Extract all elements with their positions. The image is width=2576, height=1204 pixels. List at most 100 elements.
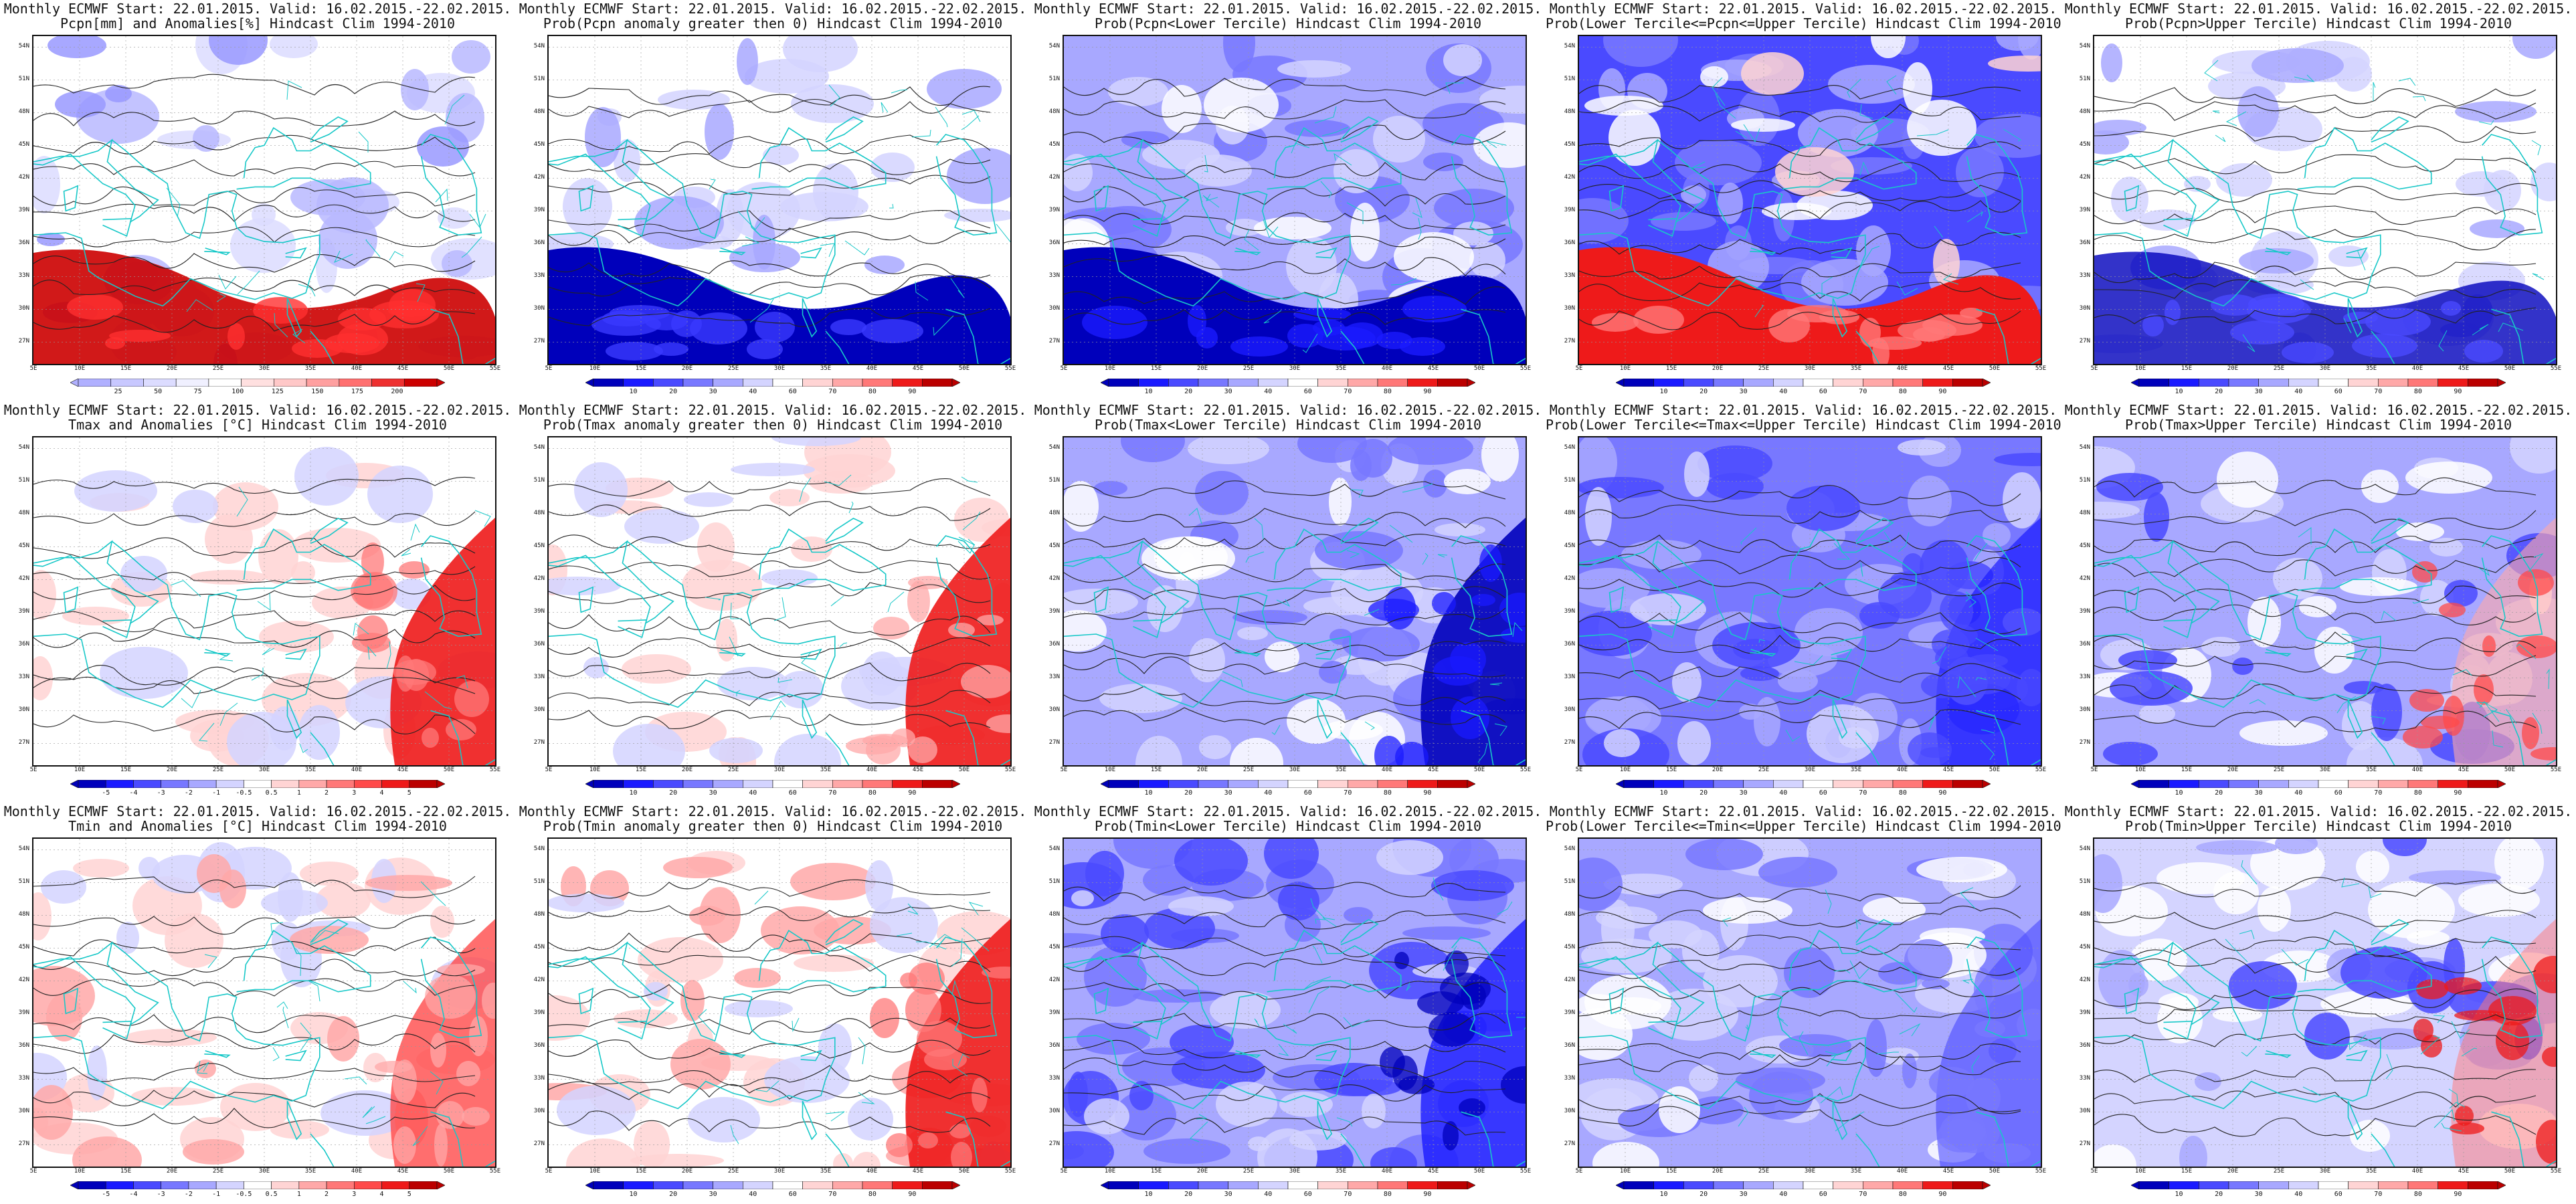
colorbar-tick-label: 40 bbox=[1779, 789, 1788, 797]
colorbar-tick-label: 20 bbox=[1184, 388, 1193, 395]
colorbar bbox=[2131, 780, 2506, 797]
colorbar-tick-label: 20 bbox=[2215, 388, 2223, 395]
panel-subtitle: Prob(Pcpn<Lower Tercile) Hindcast Clim 1… bbox=[1095, 15, 1481, 31]
colorbar-tick-label: 80 bbox=[1898, 1191, 1907, 1198]
latitude-label: 54N bbox=[1048, 845, 1060, 853]
map-plot bbox=[547, 436, 1012, 767]
map-plot bbox=[1578, 436, 2042, 767]
colorbar-tick-label: -5 bbox=[102, 789, 110, 797]
panel-title: Monthly ECMWF Start: 22.01.2015. Valid: … bbox=[519, 402, 1027, 418]
latitude-label: 51N bbox=[2079, 76, 2090, 83]
map-panel: Monthly ECMWF Start: 22.01.2015. Valid: … bbox=[1030, 401, 1546, 803]
longitude-label: 5E bbox=[2090, 365, 2098, 372]
latitude-label: 27N bbox=[1048, 1140, 1060, 1148]
colorbar-tick-label: 90 bbox=[2454, 1191, 2462, 1198]
longitude-label: 45E bbox=[1427, 767, 1439, 773]
longitude-label: 10E bbox=[2134, 365, 2146, 372]
colorbar-tick-label: 60 bbox=[2334, 1191, 2342, 1198]
longitude-label: 50E bbox=[958, 767, 970, 773]
map-panel: Monthly ECMWF Start: 22.01.2015. Valid: … bbox=[0, 803, 515, 1204]
latitude-label: 39N bbox=[1564, 608, 1575, 615]
colorbar-tick-label: 10 bbox=[629, 388, 638, 395]
longitude-label: 30E bbox=[2319, 1168, 2331, 1175]
colorbar-tick-label: 70 bbox=[828, 388, 837, 395]
panel-subtitle: Prob(Lower Tercile<=Tmin<=Upper Tercile)… bbox=[1546, 818, 2061, 834]
longitude-label: 50E bbox=[443, 365, 455, 372]
colorbar-tick-label: 70 bbox=[2374, 789, 2383, 797]
longitude-label: 35E bbox=[820, 1168, 832, 1175]
panel-title: Monthly ECMWF Start: 22.01.2015. Valid: … bbox=[1034, 803, 1542, 819]
longitude-label: 35E bbox=[1850, 767, 1862, 773]
latitude-label: 30N bbox=[1048, 706, 1060, 714]
longitude-label: 25E bbox=[2273, 1168, 2285, 1175]
latitude-label: 30N bbox=[1048, 1108, 1060, 1115]
colorbar-tick-label: 3 bbox=[352, 1191, 357, 1198]
colorbar-tick-label: 10 bbox=[1144, 388, 1153, 395]
colorbar-tick-label: 80 bbox=[1898, 789, 1907, 797]
colorbar-tick-label: 175 bbox=[351, 388, 363, 395]
longitude-label: 50E bbox=[1989, 365, 2001, 372]
longitude-label: 30E bbox=[773, 767, 786, 773]
latitude-label: 48N bbox=[18, 510, 29, 517]
colorbar-tick-label: 0.5 bbox=[265, 789, 278, 797]
map-panel: Monthly ECMWF Start: 22.01.2015. Valid: … bbox=[515, 401, 1030, 803]
colorbar-tick-label: 20 bbox=[1699, 789, 1708, 797]
latitude-label: 30N bbox=[2079, 706, 2090, 714]
longitude-label: 5E bbox=[1575, 365, 1583, 372]
latitude-label: 39N bbox=[2079, 608, 2090, 615]
latitude-label: 36N bbox=[1564, 239, 1575, 247]
longitude-label: 55E bbox=[2035, 767, 2047, 773]
longitude-label: 55E bbox=[2035, 365, 2047, 372]
colorbar bbox=[1616, 1181, 1991, 1199]
colorbar-tick-label: 90 bbox=[1938, 789, 1947, 797]
colorbar-tick-label: 20 bbox=[1699, 1191, 1708, 1198]
panel-title: Monthly ECMWF Start: 22.01.2015. Valid: … bbox=[3, 803, 512, 819]
panel-subtitle: Prob(Tmax<Lower Tercile) Hindcast Clim 1… bbox=[1095, 417, 1481, 433]
colorbar-tick-label: 200 bbox=[391, 388, 403, 395]
colorbar-tick-label: 70 bbox=[2374, 1191, 2383, 1198]
longitude-label: 15E bbox=[2181, 767, 2193, 773]
map-plot bbox=[1578, 837, 2042, 1168]
longitude-label: 45E bbox=[1427, 365, 1439, 372]
latitude-label: 45N bbox=[1564, 542, 1575, 550]
map-plot bbox=[2093, 436, 2557, 767]
colorbar-tick-label: 30 bbox=[2254, 789, 2263, 797]
colorbar-tick-label: 40 bbox=[1779, 1191, 1788, 1198]
longitude-label: 55E bbox=[1004, 1168, 1016, 1175]
longitude-label: 50E bbox=[2504, 1168, 2516, 1175]
latitude-label: 42N bbox=[1564, 575, 1575, 583]
colorbar-tick-label: 10 bbox=[1144, 789, 1153, 797]
longitude-label: 15E bbox=[1665, 365, 1677, 372]
latitude-label: 33N bbox=[1564, 674, 1575, 681]
colorbar-tick-label: 60 bbox=[2334, 789, 2342, 797]
longitude-label: 45E bbox=[397, 1168, 409, 1175]
latitude-label: 51N bbox=[18, 76, 29, 83]
latitude-label: 51N bbox=[1564, 878, 1575, 886]
longitude-label: 45E bbox=[2458, 365, 2470, 372]
latitude-label: 51N bbox=[1564, 76, 1575, 83]
longitude-label: 55E bbox=[489, 1168, 501, 1175]
panel-subtitle: Prob(Lower Tercile<=Tmax<=Upper Tercile)… bbox=[1546, 417, 2061, 433]
latitude-label: 27N bbox=[18, 739, 29, 746]
longitude-label: 45E bbox=[912, 365, 924, 372]
latitude-label: 36N bbox=[1048, 1042, 1060, 1049]
map-panel: Monthly ECMWF Start: 22.01.2015. Valid: … bbox=[1030, 803, 1546, 1204]
colorbar-tick-label: 70 bbox=[2374, 388, 2383, 395]
longitude-label: 25E bbox=[212, 1168, 224, 1175]
map-panel: Monthly ECMWF Start: 22.01.2015. Valid: … bbox=[2061, 803, 2576, 1204]
longitude-label: 45E bbox=[2458, 767, 2470, 773]
latitude-label: 33N bbox=[18, 1075, 29, 1082]
longitude-label: 10E bbox=[1619, 365, 1631, 372]
latitude-label: 51N bbox=[533, 477, 545, 484]
latitude-label: 54N bbox=[533, 444, 545, 452]
colorbar-tick-label: 70 bbox=[1859, 388, 1867, 395]
longitude-label: 55E bbox=[1520, 767, 1532, 773]
colorbar-tick-label: 20 bbox=[669, 789, 678, 797]
longitude-label: 30E bbox=[773, 365, 786, 372]
colorbar-tick-label: 30 bbox=[1224, 789, 1232, 797]
map-plot bbox=[547, 35, 1012, 365]
longitude-label: 55E bbox=[1004, 767, 1016, 773]
colorbar-tick-label: 30 bbox=[1224, 1191, 1232, 1198]
colorbar bbox=[1616, 780, 1991, 797]
longitude-label: 50E bbox=[2504, 767, 2516, 773]
